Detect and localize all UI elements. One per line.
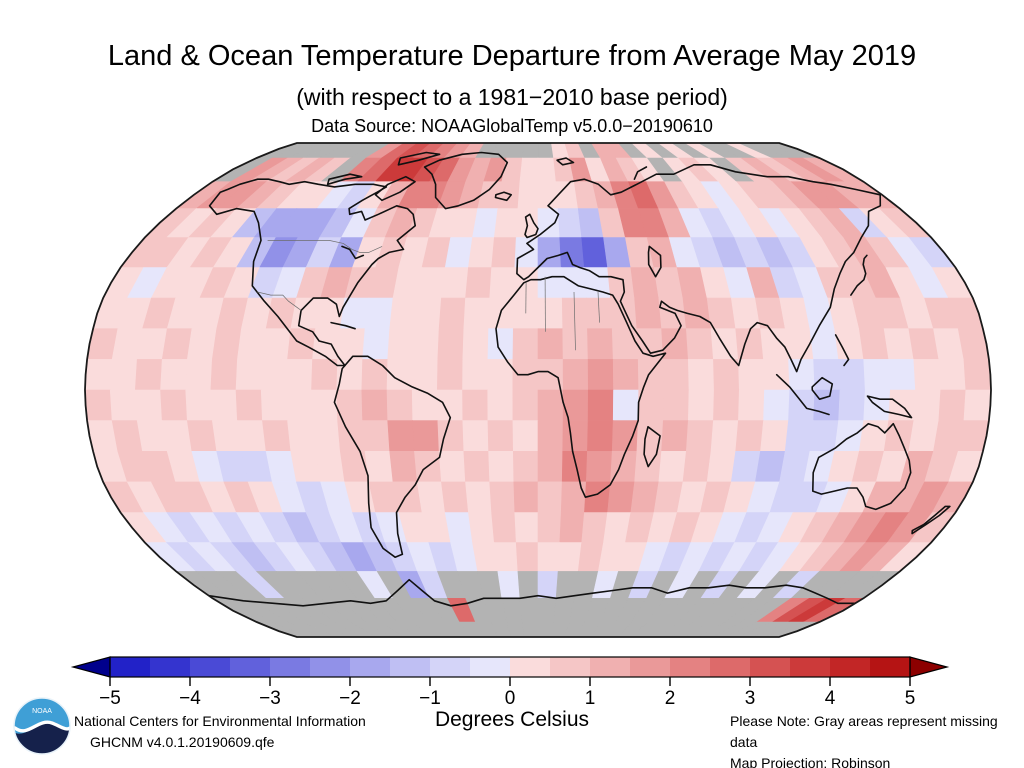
note-block: Please Note: Gray areas represent missin… — [730, 711, 1024, 768]
logo-gull-icon — [14, 720, 70, 733]
svg-text:−1: −1 — [419, 688, 441, 708]
logo-ring — [13, 697, 71, 755]
data-source-line: Data Source: NOAAGlobalTemp v5.0.0−20190… — [311, 116, 713, 136]
noaa-logo: NOAA — [13, 697, 71, 755]
svg-text:−2: −2 — [339, 688, 361, 708]
svg-text:1: 1 — [585, 688, 596, 708]
org-name: National Centers for Environmental Infor… — [74, 713, 366, 729]
logo-sea — [14, 721, 70, 754]
org-block: National Centers for Environmental Infor… — [74, 711, 366, 753]
figure-title: Land & Ocean Temperature Departure from … — [107, 40, 917, 72]
figure-subtitle: (with respect to a 1981−2010 base period… — [296, 84, 728, 110]
svg-text:2: 2 — [665, 688, 676, 708]
svg-text:4: 4 — [825, 688, 836, 708]
svg-text:0: 0 — [505, 688, 516, 708]
svg-text:−4: −4 — [179, 688, 201, 708]
color-scale: −5 −4 −3 −2 −1 0 1 2 3 4 5 — [70, 656, 950, 708]
svg-text:−5: −5 — [99, 688, 121, 708]
logo-noaa-text: NOAA — [32, 708, 52, 715]
missing-data-note: Please Note: Gray areas represent missin… — [730, 713, 998, 750]
svg-text:3: 3 — [745, 688, 756, 708]
svg-text:−3: −3 — [259, 688, 281, 708]
svg-text:5: 5 — [905, 688, 916, 708]
projection-note: Map Projection: Robinson — [730, 755, 891, 768]
units-label: Degrees Celsius — [434, 708, 590, 731]
dataset-version: GHCNM v4.0.1.20190609.qfe — [90, 734, 275, 750]
